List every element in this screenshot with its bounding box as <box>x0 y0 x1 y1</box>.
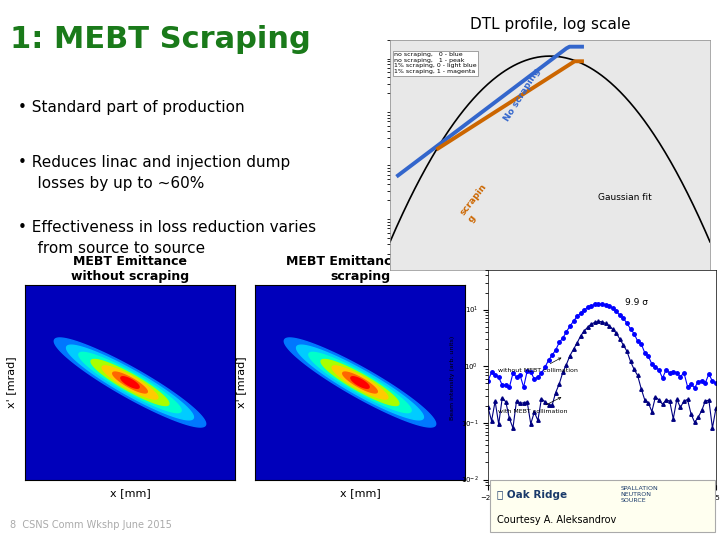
Polygon shape <box>79 353 181 413</box>
Text: 1: MEBT Scraping: 1: MEBT Scraping <box>10 25 311 54</box>
Text: x [mm]: x [mm] <box>340 488 380 498</box>
Text: 9.9 σ: 9.9 σ <box>625 298 648 307</box>
Polygon shape <box>102 366 158 399</box>
Text: no scraping,   0 - blue
no scraping,   1 - peak
1% scraping, 0 - light blue
1% s: no scraping, 0 - blue no scraping, 1 - p… <box>394 52 477 75</box>
Text: x' [mrad]: x' [mrad] <box>6 357 16 408</box>
Text: • Effectiveness in loss reduction varies
    from source to source: • Effectiveness in loss reduction varies… <box>18 220 316 256</box>
X-axis label: Y [mm]: Y [mm] <box>588 507 616 515</box>
Text: Gaussian fit: Gaussian fit <box>598 193 652 202</box>
Polygon shape <box>343 372 377 393</box>
Text: • Standard part of production: • Standard part of production <box>18 100 245 115</box>
Polygon shape <box>297 345 423 420</box>
Text: x [mm]: x [mm] <box>109 488 150 498</box>
Polygon shape <box>113 372 148 393</box>
Text: scrapin
g: scrapin g <box>458 183 496 224</box>
Polygon shape <box>351 377 369 388</box>
Text: MEBT Emittance
without scraping: MEBT Emittance without scraping <box>71 255 189 283</box>
Text: • Reduces linac and injection dump
    losses by up to ~60%: • Reduces linac and injection dump losse… <box>18 155 290 191</box>
Polygon shape <box>321 360 399 406</box>
Polygon shape <box>66 345 194 420</box>
Text: with MEBT collimation: with MEBT collimation <box>498 397 567 414</box>
Text: Courtesy A. Aleksandrov: Courtesy A. Aleksandrov <box>497 515 616 525</box>
Text: x' [mrad]: x' [mrad] <box>236 357 246 408</box>
Text: DTL profile, log scale: DTL profile, log scale <box>469 17 630 32</box>
Text: SPALLATION
NEUTRON
SOURCE: SPALLATION NEUTRON SOURCE <box>621 486 658 503</box>
FancyBboxPatch shape <box>490 480 715 532</box>
Text: 🌿 Oak Ridge: 🌿 Oak Ridge <box>497 490 567 500</box>
Polygon shape <box>309 353 411 413</box>
Text: No scraping: No scraping <box>502 68 541 124</box>
Polygon shape <box>332 366 388 399</box>
Text: MEBT Emittance with
scraping: MEBT Emittance with scraping <box>286 255 434 283</box>
Text: 8  CSNS Comm Wkshp June 2015: 8 CSNS Comm Wkshp June 2015 <box>10 520 172 530</box>
Text: without MEBT collimation: without MEBT collimation <box>498 358 578 373</box>
Polygon shape <box>284 338 436 427</box>
Polygon shape <box>54 338 206 427</box>
Polygon shape <box>121 377 139 388</box>
Text: HEBT profile: HEBT profile <box>549 242 655 257</box>
Polygon shape <box>91 360 169 406</box>
Y-axis label: Beam intensity (arb. units): Beam intensity (arb. units) <box>450 335 455 420</box>
